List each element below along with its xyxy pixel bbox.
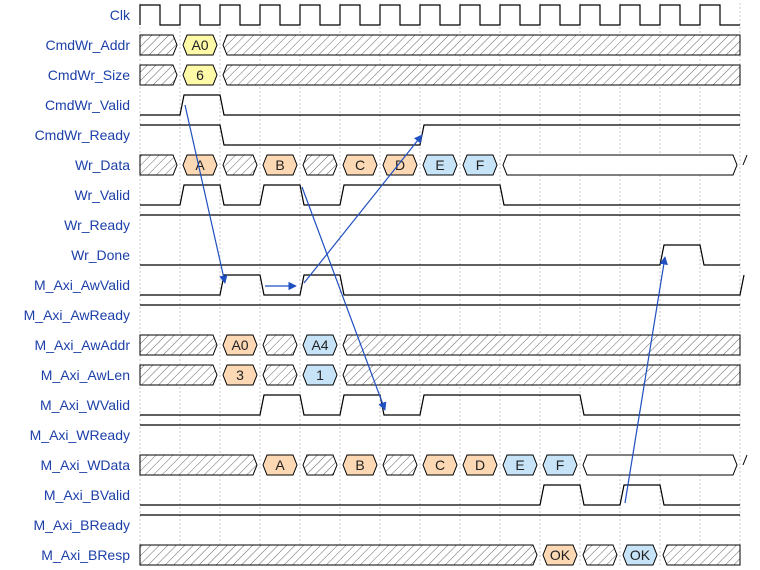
waveforms: A0 6 A B C D E F A0 A4 3 1 A B C D E F OK OK — [139, 4, 748, 566]
bus-undefined-m-axi-wdata — [302, 454, 338, 476]
waveform-wr-done — [140, 244, 740, 266]
signal-label-m-axi-bresp: M_Axi_BResp — [41, 547, 130, 563]
bus-value-wr-data: F — [476, 157, 485, 173]
grid-lines — [139, 3, 741, 567]
bus-undefined-m-axi-bresp — [139, 544, 538, 566]
bus-segment-wr-data — [182, 154, 218, 176]
signal-label-clk: Clk — [109, 7, 130, 23]
bus-undefined-m-axi-awaddr — [342, 334, 741, 356]
bus-segment-m-axi-wdata — [342, 454, 378, 476]
waveform-wr-valid — [140, 184, 740, 206]
bus-value-cmdwr-addr: A0 — [191, 37, 208, 53]
signal-label-wr-ready: Wr_Ready — [64, 217, 130, 233]
bus-undefined-cmdwr-addr — [139, 34, 178, 56]
bus-segment-wr-data — [422, 154, 458, 176]
bus-segment-m-axi-wdata — [262, 454, 298, 476]
bus-value-wr-data: A — [195, 157, 205, 173]
dependency-arrows — [184, 104, 668, 504]
bus-value-m-axi-awaddr: A0 — [231, 337, 248, 353]
bus-value-m-axi-awlen: 1 — [316, 367, 324, 383]
bus-segment-m-axi-wdata — [542, 454, 578, 476]
waveform-m-axi-wvalid — [140, 394, 740, 416]
clk-waveform — [139, 4, 740, 26]
bus-value-wr-data: B — [275, 157, 284, 173]
bus-value-m-axi-awaddr: A4 — [311, 337, 328, 353]
bus-undefined-cmdwr-addr — [222, 34, 741, 56]
waveform-cmdwr-ready — [140, 124, 740, 146]
bus-value-m-axi-wdata: C — [435, 457, 445, 473]
bus-segment-wr-data — [382, 154, 418, 176]
bus-segment-m-axi-awaddr — [222, 334, 258, 356]
bus-segment-m-axi-awlen — [222, 364, 258, 386]
bus-value-wr-data: D — [395, 157, 405, 173]
bus-segment-m-axi-wdata — [462, 454, 498, 476]
signal-label-cmdwr-addr: CmdWr_Addr — [45, 37, 130, 53]
bus-undefined-wr-data — [302, 154, 338, 176]
bus-segment-m-axi-wdata — [582, 454, 738, 476]
bus-segment-wr-data — [502, 154, 738, 176]
bus-value-m-axi-wdata: D — [475, 457, 485, 473]
dependency-arrow-4 — [301, 186, 387, 411]
bus-undefined-m-axi-awlen — [139, 364, 218, 386]
bus-segment-m-axi-awaddr — [302, 334, 338, 356]
bus-undefined-wr-data — [222, 154, 258, 176]
bus-value-m-axi-bresp: OK — [550, 547, 571, 563]
bus-segment-m-axi-wdata — [502, 454, 538, 476]
bus-value-m-axi-wdata: E — [515, 457, 524, 473]
bus-undefined-m-axi-bresp — [662, 544, 741, 566]
signal-label-m-axi-bready: M_Axi_BReady — [33, 517, 131, 533]
bus-undefined-m-axi-awlen — [342, 364, 741, 386]
bus-segment-cmdwr-size — [182, 64, 218, 86]
bus-undefined-wr-data — [742, 154, 748, 166]
bus-segment-wr-data — [262, 154, 298, 176]
bus-segment-m-axi-wdata — [422, 454, 458, 476]
dependency-arrow-1 — [184, 104, 228, 284]
waveform-m-axi-bvalid — [140, 484, 740, 506]
bus-undefined-m-axi-wdata — [382, 454, 418, 476]
bus-undefined-cmdwr-size — [222, 64, 741, 86]
signal-label-cmdwr-size: CmdWr_Size — [47, 67, 130, 83]
signal-label-m-axi-wvalid: M_Axi_WValid — [40, 397, 130, 413]
bus-value-cmdwr-size: 6 — [196, 67, 204, 83]
waveform-cmdwr-valid — [140, 94, 740, 116]
dependency-arrow-3 — [303, 134, 423, 284]
signal-label-cmdwr-ready: CmdWr_Ready — [34, 127, 130, 143]
signal-label-m-axi-awready: M_Axi_AwReady — [23, 307, 130, 323]
bus-segment-cmdwr-addr — [182, 34, 218, 56]
bus-value-wr-data: E — [435, 157, 444, 173]
bus-value-m-axi-wdata: F — [556, 457, 565, 473]
signal-label-wr-done: Wr_Done — [71, 247, 130, 263]
bus-undefined-m-axi-awlen — [262, 364, 298, 386]
signal-labels: Clk CmdWr_Addr CmdWr_Size CmdWr_Valid CmdWr_… — [0, 0, 136, 570]
bus-segment-m-axi-bresp — [542, 544, 578, 566]
bus-undefined-cmdwr-size — [139, 64, 178, 86]
bus-value-m-axi-wdata: A — [275, 457, 285, 473]
signal-label-m-axi-wready: M_Axi_WReady — [29, 427, 130, 443]
bus-segment-wr-data — [462, 154, 498, 176]
signal-label-wr-valid: Wr_Valid — [74, 187, 130, 203]
bus-undefined-m-axi-wdata — [139, 454, 258, 476]
bus-undefined-m-axi-awaddr — [262, 334, 298, 356]
signal-label-m-axi-awvalid: M_Axi_AwValid — [34, 277, 130, 293]
signal-label-m-axi-awlen: M_Axi_AwLen — [40, 367, 130, 383]
bus-value-m-axi-bresp: OK — [630, 547, 651, 563]
signal-label-m-axi-awaddr: M_Axi_AwAddr — [34, 337, 130, 353]
dependency-arrow-5 — [624, 256, 668, 504]
bus-undefined-m-axi-awaddr — [139, 334, 218, 356]
bus-segment-m-axi-bresp — [622, 544, 658, 566]
bus-value-wr-data: C — [355, 157, 365, 173]
bus-segment-wr-data — [342, 154, 378, 176]
waveform-m-axi-awvalid — [140, 274, 745, 296]
bus-value-m-axi-awlen: 3 — [236, 367, 244, 383]
bus-undefined-wr-data — [139, 154, 178, 176]
signal-label-m-axi-wdata: M_Axi_WData — [40, 457, 130, 473]
bus-undefined-m-axi-bresp — [582, 544, 618, 566]
signal-label-wr-data: Wr_Data — [75, 157, 130, 173]
signal-label-m-axi-bvalid: M_Axi_BValid — [43, 487, 130, 503]
bus-value-m-axi-wdata: B — [355, 457, 364, 473]
signal-label-cmdwr-valid: CmdWr_Valid — [44, 97, 130, 113]
bus-segment-m-axi-awlen — [302, 364, 338, 386]
bus-undefined-m-axi-wdata — [742, 454, 748, 466]
